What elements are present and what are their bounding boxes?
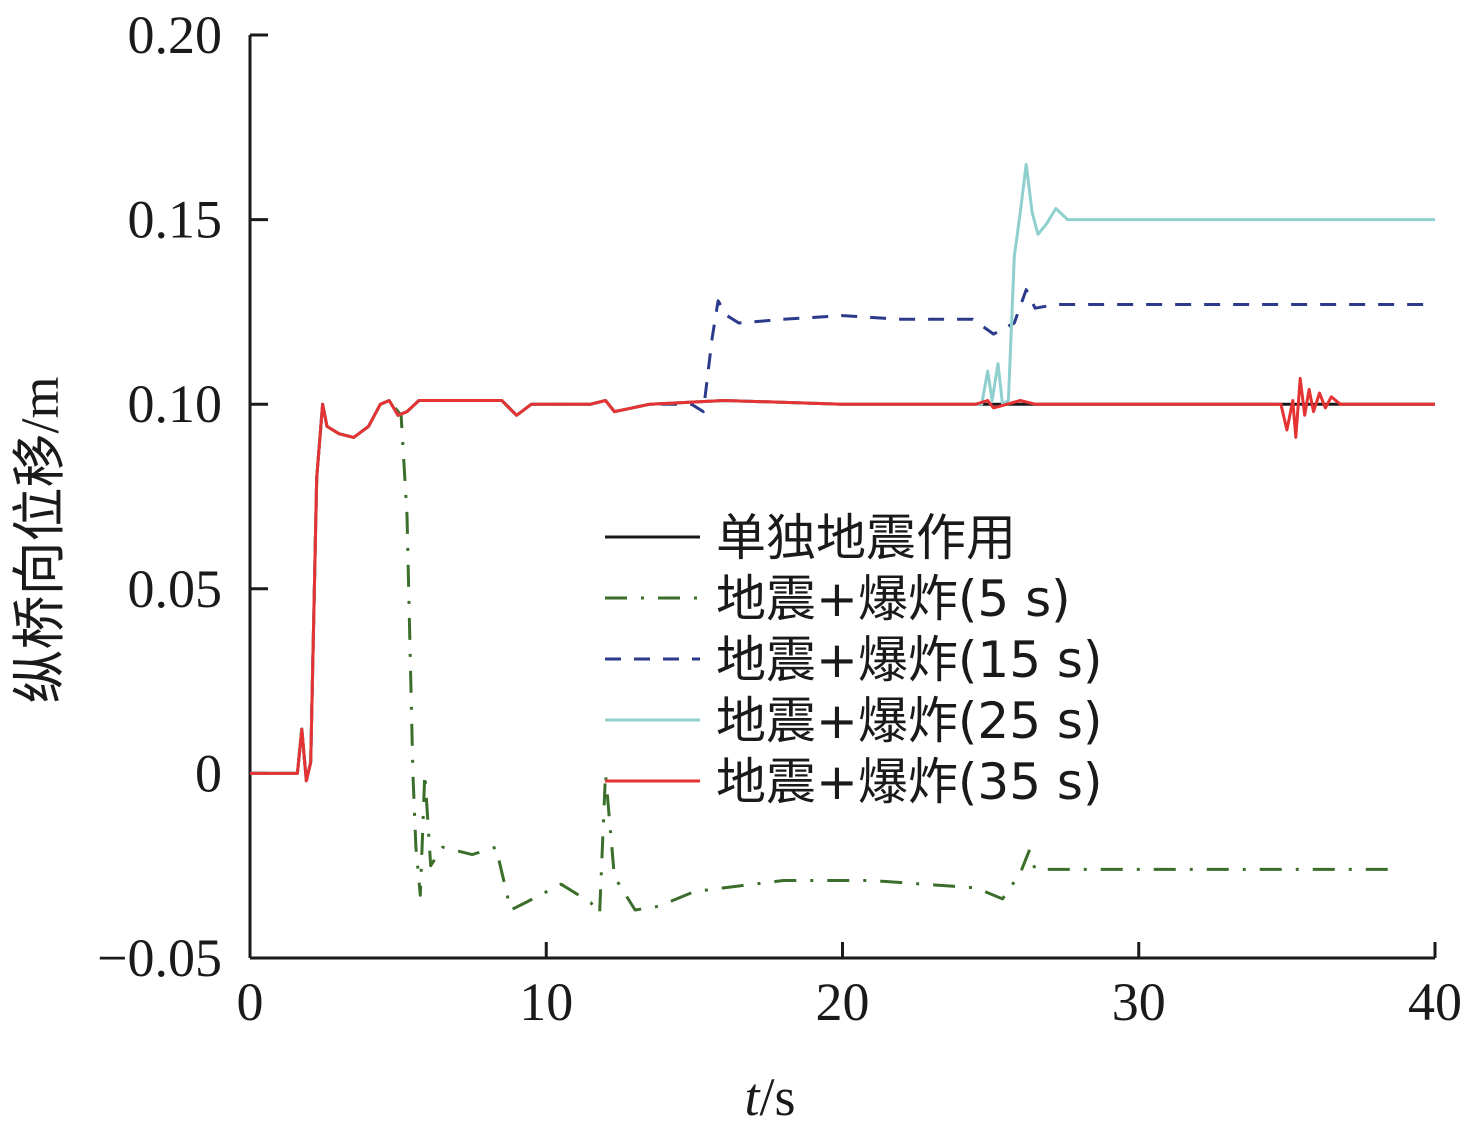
legend-label: 地震+爆炸(35 s) [716,753,1102,811]
y-tick-label: 0.20 [128,5,223,65]
x-tick-label: 40 [1408,972,1462,1032]
x-axis-title: t/s [744,1067,795,1127]
legend-label: 单独地震作用 [716,509,1016,567]
y-tick-label: 0 [195,743,222,803]
x-tick-label: 30 [1112,972,1166,1032]
x-tick-label: 0 [237,972,264,1032]
x-tick-label: 10 [519,972,573,1032]
x-tick-label: 20 [816,972,870,1032]
legend-label: 地震+爆炸(15 s) [716,631,1102,689]
y-axis-title: 纵桥向位移/m [10,376,70,703]
y-tick-label: 0.15 [128,190,223,250]
legend-label: 地震+爆炸(5 s) [716,570,1071,628]
series-line-5 [250,376,1435,783]
x-axis-title-italic: t [744,1067,761,1127]
y-tick-label: 0.05 [128,559,223,619]
y-tick-label: −0.05 [97,928,222,988]
y-tick-label: 0.10 [128,374,223,434]
x-axis-title-unit: /s [759,1067,795,1127]
legend-label: 地震+爆炸(25 s) [716,692,1102,750]
plot-lines [250,162,1435,916]
